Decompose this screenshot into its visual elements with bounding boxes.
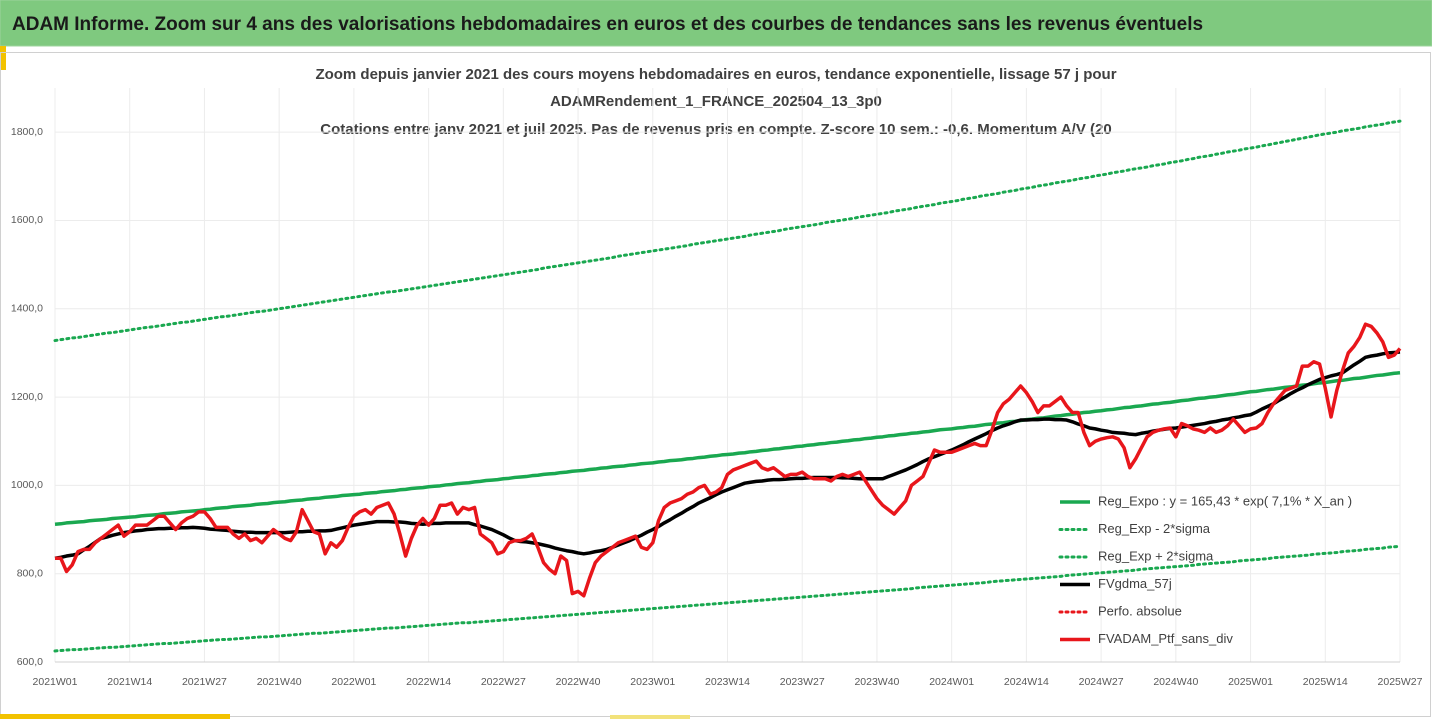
x-tick-label: 2022W40	[556, 676, 601, 688]
legend-label: Perfo. absolue	[1098, 603, 1182, 618]
y-tick-label: 1800,0	[11, 126, 43, 138]
legend-label: FVgdma_57j	[1098, 576, 1172, 591]
x-tick-label: 2021W01	[33, 676, 78, 688]
accent	[0, 714, 230, 719]
x-tick-label: 2025W01	[1228, 676, 1273, 688]
y-tick-label: 1400,0	[11, 303, 43, 315]
header-bar	[0, 0, 1432, 47]
y-tick-label: 800,0	[17, 567, 43, 579]
accent	[0, 46, 6, 70]
x-tick-label: 2021W27	[182, 676, 227, 688]
x-tick-label: 2021W40	[257, 676, 302, 688]
chart-title: ADAMRendement_1_FRANCE_202504_13_3p0	[550, 93, 882, 110]
x-tick-label: 2022W01	[331, 676, 376, 688]
x-tick-label: 2024W14	[1004, 676, 1049, 688]
x-tick-label: 2025W27	[1378, 676, 1423, 688]
legend: Reg_Expo : y = 165,43 * exp( 7,1% * X_an…	[1058, 493, 1352, 646]
x-tick-label: 2024W27	[1079, 676, 1124, 688]
series-line	[54, 371, 1401, 526]
x-tick-label: 2023W14	[705, 676, 750, 688]
y-tick-label: 1600,0	[11, 214, 43, 226]
x-tick-label: 2022W14	[406, 676, 451, 688]
chart-title: Cotations entre janv 2021 et juil 2025. …	[320, 121, 1111, 138]
chart-title: Zoom depuis janvier 2021 des cours moyen…	[315, 66, 1116, 83]
x-tick-label: 2023W40	[854, 676, 899, 688]
x-tick-label: 2023W01	[630, 676, 675, 688]
legend-label: FVADAM_Ptf_sans_div	[1098, 631, 1233, 646]
series-line	[53, 119, 1402, 343]
y-tick-label: 600,0	[17, 656, 43, 668]
x-tick-label: 2024W01	[929, 676, 974, 688]
plot	[53, 119, 1402, 653]
legend-label: Reg_Exp - 2*sigma	[1098, 521, 1211, 536]
y-tick-label: 1000,0	[11, 479, 43, 491]
x-tick-label: 2024W40	[1153, 676, 1198, 688]
grid: 600,0 800,0 1000,0 1200,0 1400,0 1600,0 1800,0…	[11, 88, 1423, 688]
y-tick-label: 1200,0	[11, 391, 43, 403]
series-line	[53, 544, 1402, 653]
x-tick-label: 2021W14	[107, 676, 152, 688]
header-title: ADAM Informe. Zoom sur 4 ans des valoris…	[12, 14, 1203, 35]
x-tick-label: 2022W27	[481, 676, 526, 688]
chart-border	[0, 52, 1431, 717]
accent	[610, 715, 690, 719]
legend-label: Reg_Expo : y = 165,43 * exp( 7,1% * X_an…	[1098, 493, 1352, 508]
legend-label: Reg_Exp + 2*sigma	[1098, 548, 1214, 563]
series-line	[55, 322, 1402, 598]
x-tick-label: 2025W14	[1303, 676, 1348, 688]
x-tick-label: 2023W27	[780, 676, 825, 688]
